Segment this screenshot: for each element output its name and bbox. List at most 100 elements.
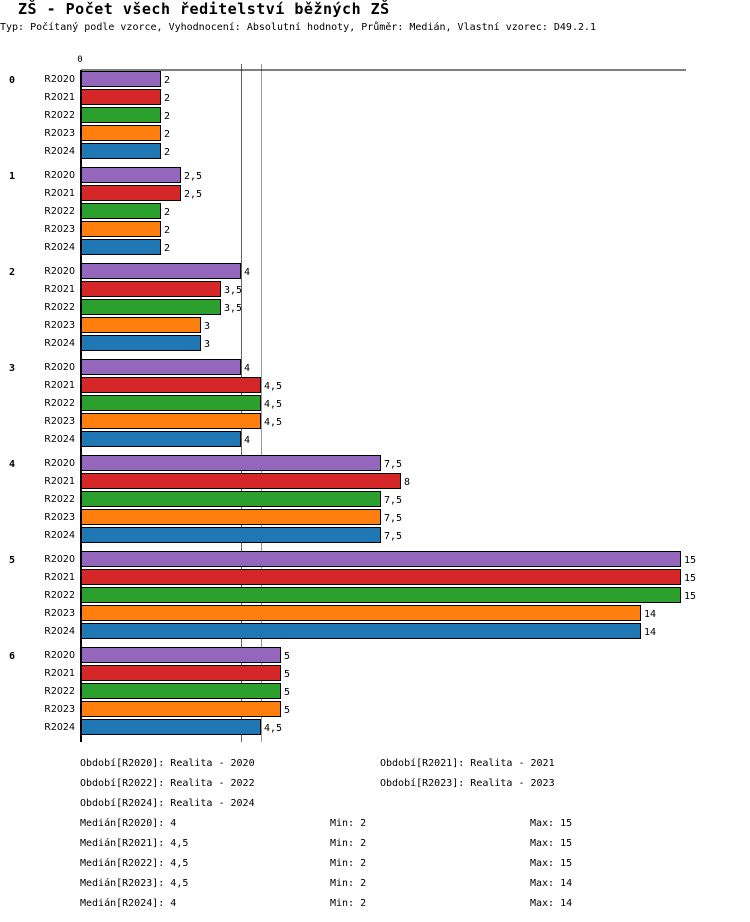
series-label: R2020	[44, 650, 75, 661]
series-label: R2023	[44, 704, 75, 715]
bar	[81, 701, 281, 717]
series-label: R2020	[44, 74, 75, 85]
category-label: 6	[9, 651, 15, 662]
series-label: R2024	[44, 434, 75, 445]
bar-value-label: 15	[684, 573, 696, 584]
bar-value-label: 4,5	[264, 723, 282, 734]
bar	[81, 605, 641, 621]
bar	[81, 317, 201, 333]
bar-value-label: 2	[164, 93, 170, 104]
stat-min-r2021: Min: 2	[330, 838, 367, 849]
bar	[81, 431, 241, 447]
series-label: R2020	[44, 554, 75, 565]
bar	[81, 623, 641, 639]
bar	[81, 473, 401, 489]
series-label: R2021	[44, 284, 75, 295]
bar-value-label: 7,5	[384, 513, 402, 524]
series-label: R2022	[44, 494, 75, 505]
bar-value-label: 2,5	[184, 189, 202, 200]
stat-min-r2023: Min: 2	[330, 878, 367, 889]
series-label: R2022	[44, 206, 75, 217]
bar	[81, 455, 381, 471]
series-label: R2020	[44, 170, 75, 181]
stat-median-r2020: Medián[R2020]: 4	[80, 818, 177, 829]
series-label: R2021	[44, 380, 75, 391]
bar-value-label: 14	[644, 609, 656, 620]
bar-value-label: 5	[284, 651, 290, 662]
bar-value-label: 4	[244, 363, 250, 374]
bar-value-label: 2,5	[184, 171, 202, 182]
series-label: R2023	[44, 224, 75, 235]
series-label: R2024	[44, 530, 75, 541]
chart-title: ZŠ - Počet všech ředitelství běžných ZŠ	[18, 0, 390, 18]
bar-value-label: 3,5	[224, 303, 242, 314]
bar-value-label: 7,5	[384, 531, 402, 542]
bar	[81, 143, 161, 159]
stat-median-r2022: Medián[R2022]: 4,5	[80, 858, 189, 869]
bar-value-label: 7,5	[384, 495, 402, 506]
bar	[81, 509, 381, 525]
category-label: 5	[9, 555, 15, 566]
series-label: R2021	[44, 188, 75, 199]
stat-max-r2021: Max: 15	[530, 838, 573, 849]
stat-min-r2022: Min: 2	[330, 858, 367, 869]
bar	[81, 299, 221, 315]
bar	[81, 491, 381, 507]
bar	[81, 185, 181, 201]
bar-value-label: 2	[164, 75, 170, 86]
bar	[81, 89, 161, 105]
bar-value-label: 14	[644, 627, 656, 638]
bar	[81, 221, 161, 237]
stat-median-r2023: Medián[R2023]: 4,5	[80, 878, 189, 889]
bar	[81, 239, 161, 255]
bar-value-label: 4,5	[264, 381, 282, 392]
series-label: R2023	[44, 128, 75, 139]
bar	[81, 719, 261, 735]
series-label: R2022	[44, 590, 75, 601]
category-label: 2	[9, 267, 15, 278]
bar	[81, 551, 681, 567]
bar-value-label: 2	[164, 243, 170, 254]
bar	[81, 335, 201, 351]
series-label: R2024	[44, 626, 75, 637]
category-label: 4	[9, 459, 15, 470]
category-label: 1	[9, 171, 15, 182]
bar	[81, 203, 161, 219]
bar	[81, 281, 221, 297]
stat-median-r2021: Medián[R2021]: 4,5	[80, 838, 189, 849]
bar-value-label: 15	[684, 555, 696, 566]
bar-value-label: 4,5	[264, 417, 282, 428]
legend-period-r2020: Období[R2020]: Realita - 2020	[80, 758, 255, 769]
series-label: R2020	[44, 266, 75, 277]
legend-period-r2023: Období[R2023]: Realita - 2023	[380, 778, 555, 789]
series-label: R2023	[44, 512, 75, 523]
bar-value-label: 2	[164, 207, 170, 218]
series-label: R2021	[44, 92, 75, 103]
bar-value-label: 3	[204, 321, 210, 332]
bar-value-label: 4	[244, 435, 250, 446]
stat-min-r2020: Min: 2	[330, 818, 367, 829]
bar-value-label: 2	[164, 129, 170, 140]
chart-subtitle: Typ: Počítaný podle vzorce, Vyhodnocení:…	[0, 22, 597, 33]
series-label: R2021	[44, 668, 75, 679]
bar	[81, 107, 161, 123]
bar-value-label: 4,5	[264, 399, 282, 410]
bar-value-label: 2	[164, 147, 170, 158]
x-tick-label: 0	[77, 55, 82, 65]
series-label: R2024	[44, 338, 75, 349]
stat-min-r2024: Min: 2	[330, 898, 367, 909]
bar-value-label: 3	[204, 339, 210, 350]
series-label: R2023	[44, 320, 75, 331]
bar	[81, 569, 681, 585]
bar-value-label: 3,5	[224, 285, 242, 296]
bar-value-label: 5	[284, 687, 290, 698]
bar-value-label: 15	[684, 591, 696, 602]
stat-max-r2023: Max: 14	[530, 878, 573, 889]
stat-median-r2024: Medián[R2024]: 4	[80, 898, 177, 909]
category-label: 3	[9, 363, 15, 374]
bar-value-label: 2	[164, 225, 170, 236]
series-label: R2022	[44, 110, 75, 121]
bar	[81, 683, 281, 699]
stat-max-r2022: Max: 15	[530, 858, 573, 869]
